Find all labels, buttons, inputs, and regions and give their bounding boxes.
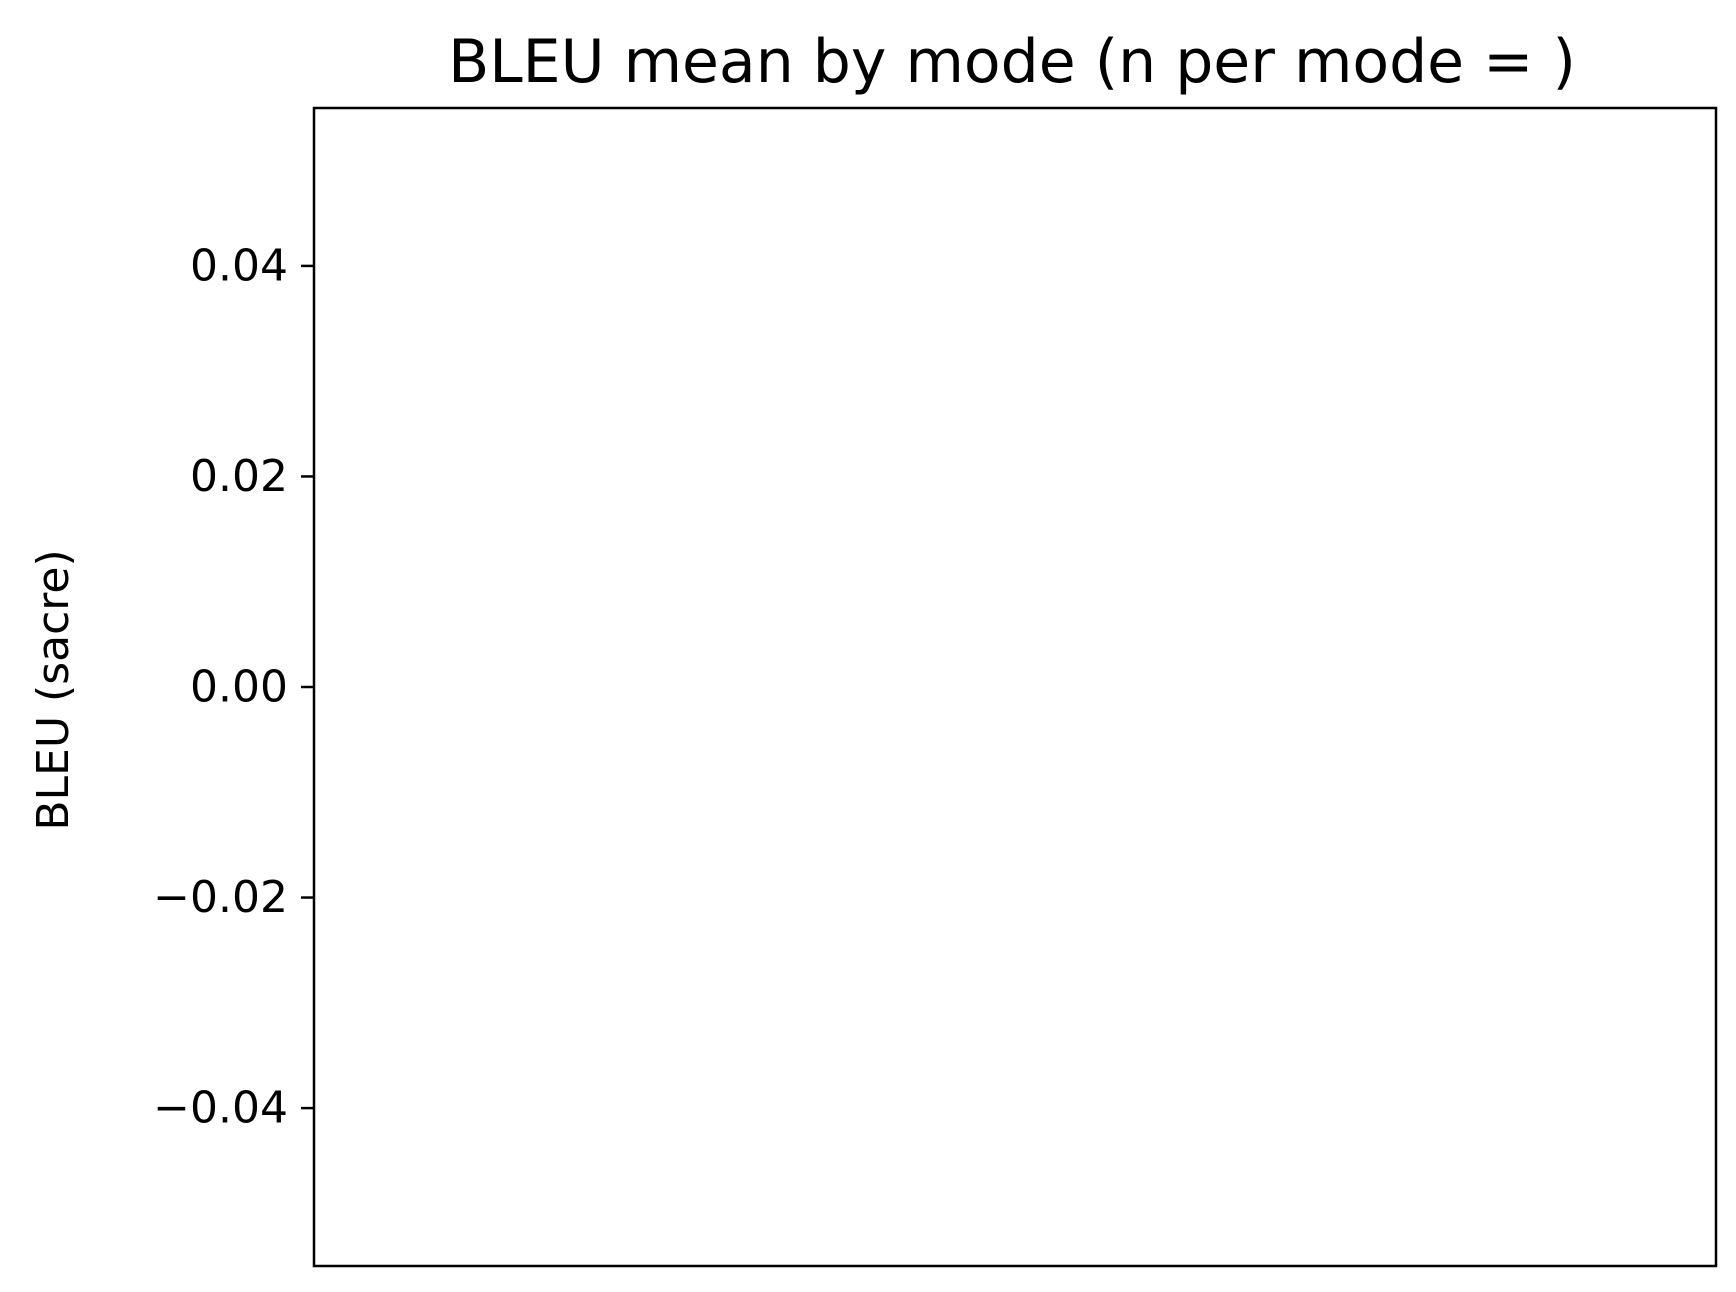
y-axis-label: BLEU (sacre) (28, 549, 79, 830)
y-axis: 0.04 0.02 0.00 −0.02 −0.04 (153, 240, 314, 1134)
y-tick-label: 0.04 (190, 240, 288, 291)
y-tick-label: −0.04 (153, 1083, 288, 1134)
y-tick-label: −0.02 (153, 872, 288, 923)
plot-area (312, 106, 1718, 1268)
y-tick-label: 0.00 (190, 662, 288, 713)
y-tick-label: 0.02 (190, 451, 288, 502)
chart-title: BLEU mean by mode (n per mode = ) (448, 27, 1576, 97)
